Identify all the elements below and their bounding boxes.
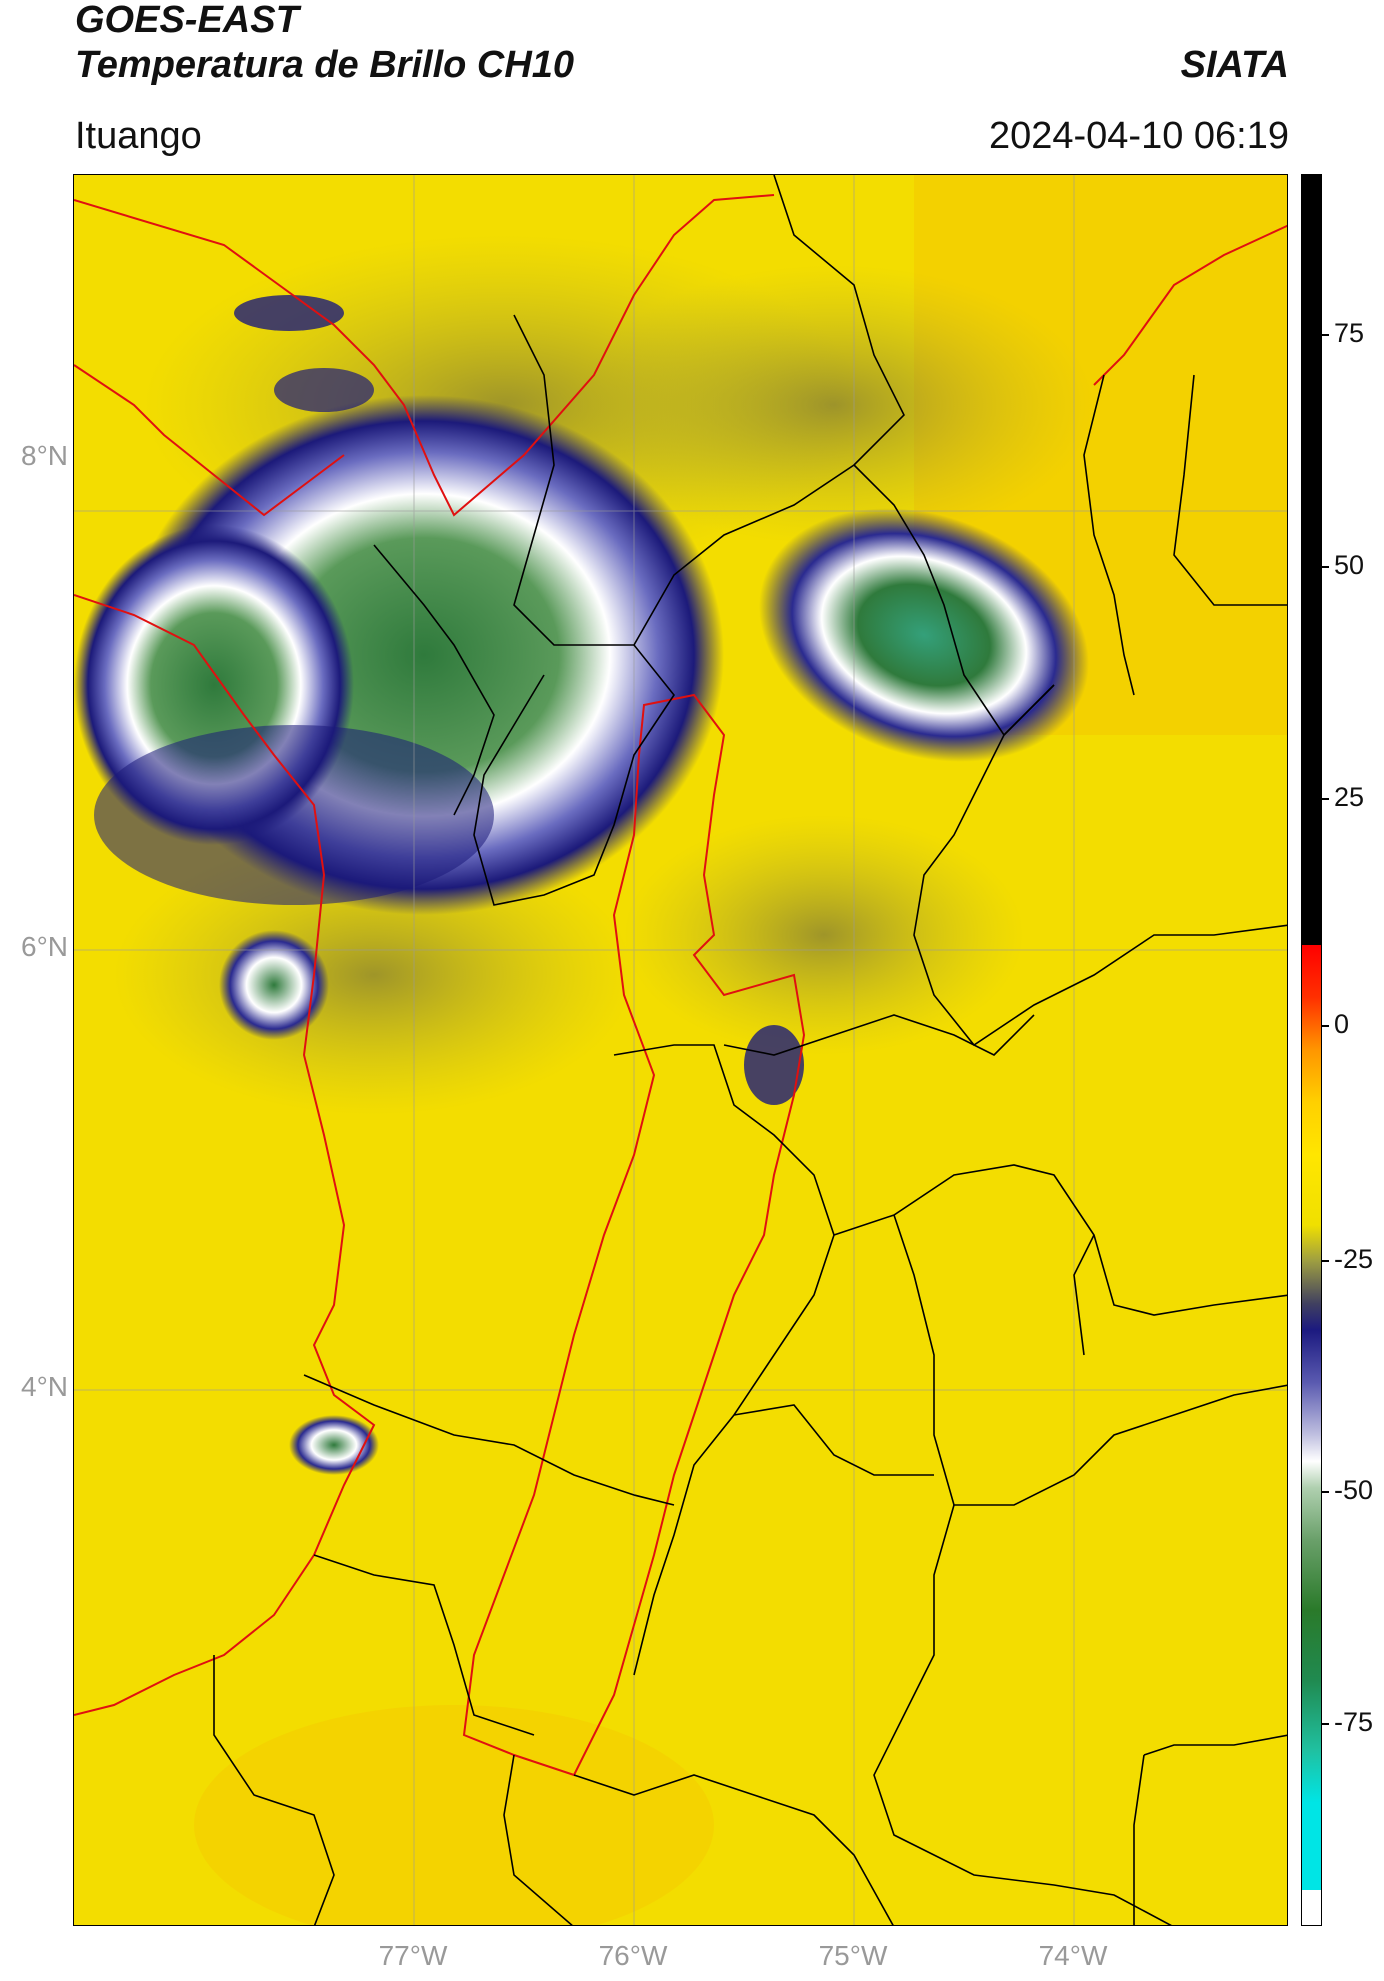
organization-label: SIATA	[1180, 44, 1289, 86]
convective-cell-small	[219, 930, 329, 1040]
lat-label-8n: 8°N	[21, 440, 68, 471]
international-borders	[74, 194, 1287, 1777]
convective-cell-east	[759, 508, 1089, 762]
map-canvas	[74, 175, 1287, 1925]
convective-cell-main	[74, 395, 724, 915]
region-label: Ituango	[75, 115, 202, 157]
department-borders	[213, 175, 1287, 1925]
lat-label-6n: 6°N	[21, 931, 68, 962]
colorbar-tick	[1321, 1260, 1329, 1262]
colorbar-label-50: 50	[1334, 550, 1365, 580]
lon-label-75w: 75°W	[818, 1940, 888, 1971]
colorbar-tick	[1321, 566, 1329, 568]
title-product: Temperatura de Brillo CH10	[75, 44, 575, 86]
colorbar-tick	[1321, 1491, 1329, 1493]
lon-label-74w: 74°W	[1038, 1940, 1108, 1971]
title-satellite: GOES-EAST	[75, 0, 299, 41]
colorbar	[1301, 174, 1322, 1926]
lon-label-77w: 77°W	[378, 1940, 448, 1971]
colorbar-label-0: 0	[1334, 1009, 1350, 1039]
colorbar-label-neg75: -75	[1334, 1707, 1374, 1737]
colorbar-tick	[1321, 1025, 1329, 1027]
satellite-map[interactable]	[73, 174, 1288, 1926]
colorbar-label-75: 75	[1334, 318, 1365, 348]
colorbar-tick	[1321, 798, 1329, 800]
colorbar-tick	[1321, 334, 1329, 336]
timestamp-label: 2024-04-10 06:19	[988, 115, 1289, 157]
colorbar-label-neg25: -25	[1334, 1244, 1374, 1274]
colorbar-tick	[1321, 1723, 1329, 1725]
lat-label-4n: 4°N	[21, 1371, 68, 1402]
colorbar-label-neg50: -50	[1334, 1475, 1374, 1505]
colorbar-label-25: 25	[1334, 782, 1365, 812]
lon-label-76w: 76°W	[598, 1940, 668, 1971]
